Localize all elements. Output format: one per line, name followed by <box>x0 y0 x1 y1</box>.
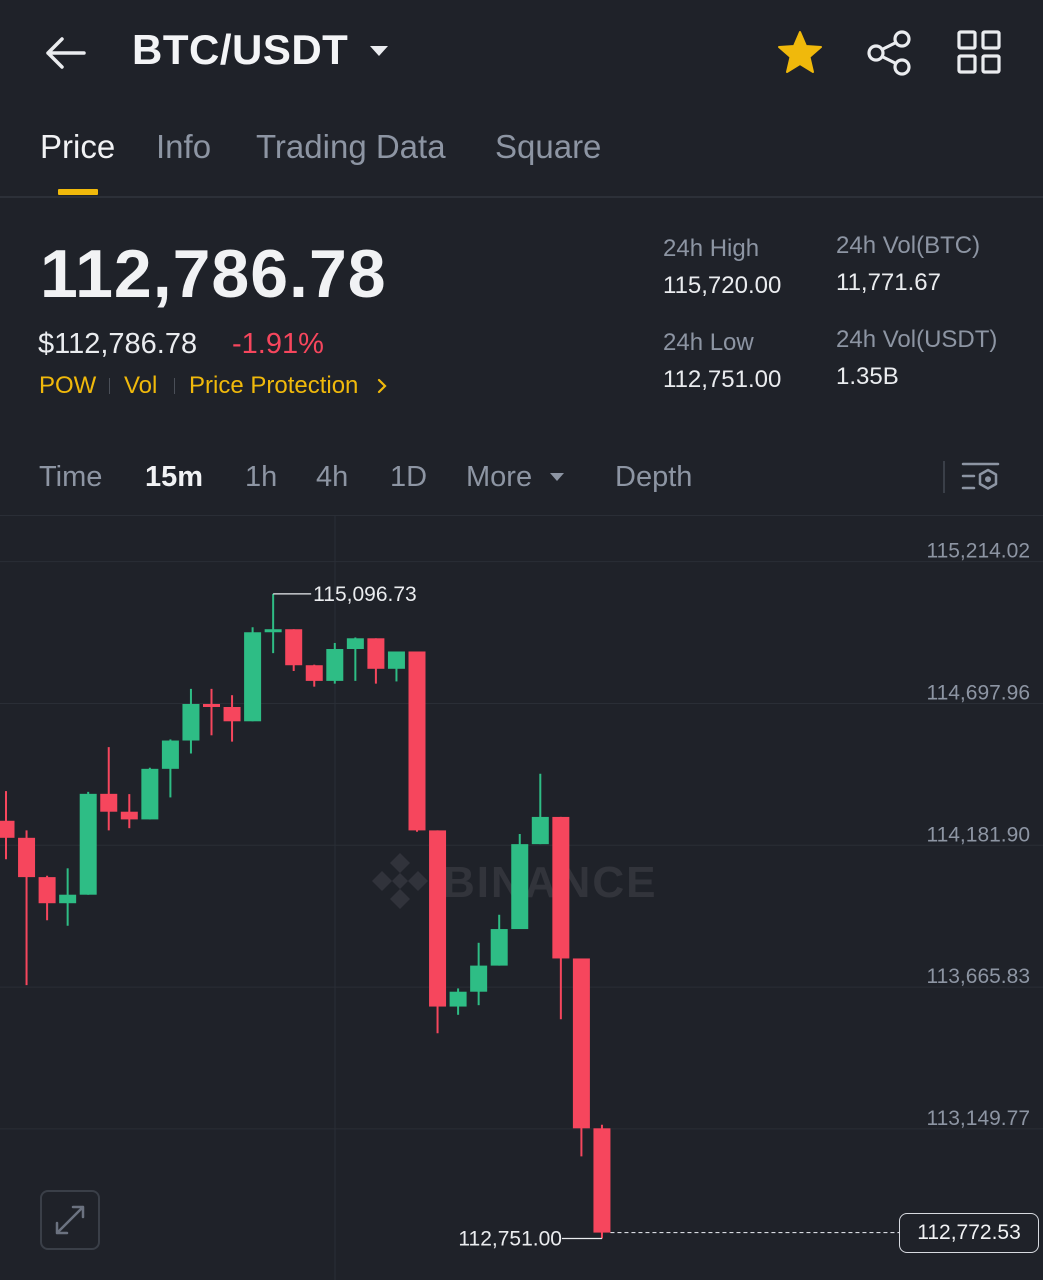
candle-body <box>449 991 467 1007</box>
candle-body <box>264 629 282 633</box>
tf-depth[interactable]: Depth <box>615 461 693 493</box>
tab-info[interactable]: Info <box>156 128 212 165</box>
candle-body <box>182 703 200 741</box>
candle-body <box>511 844 529 930</box>
tf-1d[interactable]: 1D <box>390 461 428 493</box>
candle-body <box>346 638 364 650</box>
stat-vol-usdt-value: 1.35B <box>836 363 899 390</box>
candle-body <box>408 651 426 831</box>
y-tick-label: 115,214.02 <box>926 540 1030 563</box>
tf-time[interactable]: Time <box>39 461 103 493</box>
last-price-marker: 112,772.53 <box>899 1213 1039 1253</box>
y-tick-label: 113,665.83 <box>926 965 1030 988</box>
candle-body <box>552 816 570 959</box>
binance-logo-icon <box>372 853 428 909</box>
candle-body <box>285 629 303 666</box>
candle-body <box>223 707 241 722</box>
back-arrow-icon[interactable] <box>40 30 88 76</box>
y-tick-label: 114,181.90 <box>926 823 1030 846</box>
tag-pow[interactable]: POW <box>39 372 97 399</box>
candle-body <box>470 965 488 992</box>
candle-body <box>490 929 508 966</box>
chart-watermark: BINANCE <box>443 858 657 907</box>
candle-body <box>0 820 15 838</box>
candle-body <box>367 638 385 669</box>
candle-body <box>18 837 36 878</box>
candle-body <box>38 877 56 904</box>
expand-icon <box>55 1205 85 1235</box>
high-marker-label: 115,096.73 <box>313 583 417 606</box>
candle-body <box>326 649 344 681</box>
stat-low-label: 24h Low <box>663 329 754 356</box>
tabs-divider <box>0 196 1043 198</box>
stat-low-value: 112,751.00 <box>663 366 782 393</box>
stat-vol-btc-value: 11,771.67 <box>836 269 941 296</box>
y-tick-label: 113,149.77 <box>926 1107 1030 1130</box>
usd-price: $112,786.78 <box>38 328 198 360</box>
tag-vol[interactable]: Vol <box>124 372 158 399</box>
candle-body <box>429 830 447 1007</box>
tf-4h[interactable]: 4h <box>316 461 349 493</box>
share-icon[interactable] <box>864 28 914 78</box>
candle-body <box>161 740 179 769</box>
last-price: 112,786.78 <box>40 236 387 312</box>
candle-body <box>572 958 590 1129</box>
caret-down-icon[interactable] <box>548 471 566 483</box>
chevron-right-icon[interactable] <box>376 378 388 394</box>
tf-more[interactable]: More <box>466 461 533 493</box>
tag-divider <box>109 378 110 394</box>
candle-body <box>100 793 118 812</box>
candle-body <box>120 811 138 820</box>
toolbar-divider <box>943 461 945 493</box>
candle-body <box>244 632 262 722</box>
pair-title[interactable]: BTC/USDT <box>132 26 349 73</box>
star-icon[interactable] <box>776 29 824 77</box>
tf-15m[interactable]: 15m <box>145 461 204 493</box>
tag-divider <box>174 378 175 394</box>
caret-down-icon[interactable] <box>368 44 390 58</box>
candle-body <box>305 665 323 681</box>
stat-vol-btc-label: 24h Vol(BTC) <box>836 232 981 259</box>
candle-body <box>79 793 97 895</box>
chart-settings-icon[interactable] <box>960 459 1002 495</box>
stat-vol-usdt-label: 24h Vol(USDT) <box>836 326 998 353</box>
candle-body <box>203 703 220 707</box>
tab-square[interactable]: Square <box>495 128 602 165</box>
active-tab-indicator <box>58 189 98 195</box>
chart-top-border <box>0 515 1043 516</box>
y-tick-label: 114,697.96 <box>926 681 1030 704</box>
stat-high-value: 115,720.00 <box>663 272 782 299</box>
candle-body <box>531 816 549 845</box>
grid-icon[interactable] <box>955 28 1003 76</box>
low-marker-label: 112,751.00 <box>458 1228 562 1251</box>
candle-body <box>141 768 159 820</box>
price-change-percent: -1.91% <box>232 328 324 360</box>
candle-body <box>387 651 405 669</box>
tab-price[interactable]: Price <box>40 128 116 165</box>
expand-chart-button[interactable] <box>40 1190 100 1250</box>
tag-price-protection[interactable]: Price Protection <box>189 372 359 399</box>
tab-trading-data[interactable]: Trading Data <box>256 128 446 165</box>
tf-1h[interactable]: 1h <box>245 461 278 493</box>
candle-body <box>593 1128 611 1233</box>
stat-high-label: 24h High <box>663 235 760 262</box>
candle-body <box>59 894 77 904</box>
